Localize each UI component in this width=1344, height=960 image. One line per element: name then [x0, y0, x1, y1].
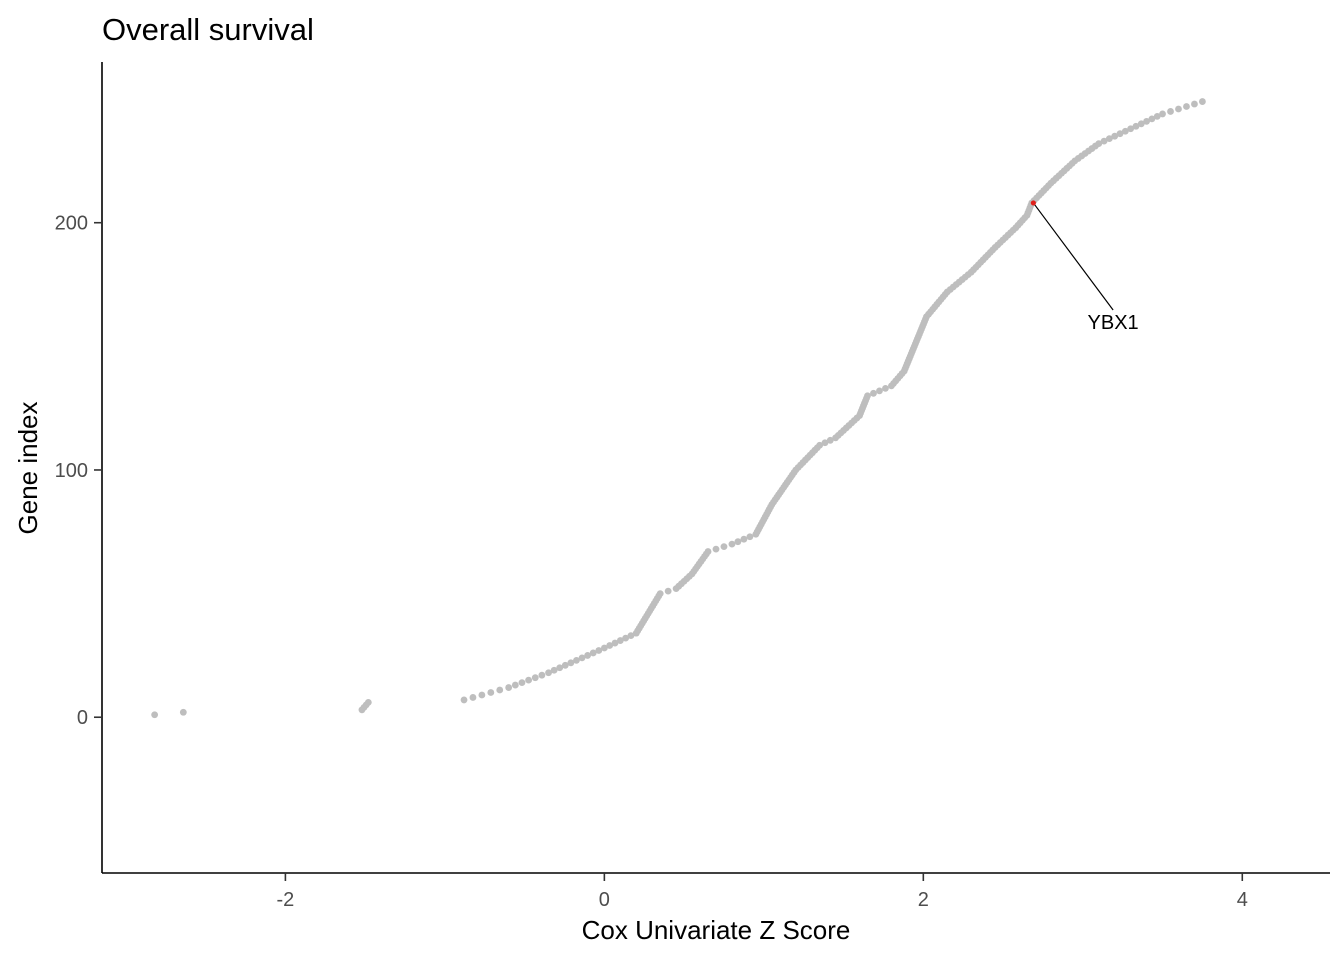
data-point [1143, 117, 1150, 125]
x-tick-label: 2 [918, 889, 929, 911]
data-point [556, 664, 564, 672]
data-point [728, 540, 736, 548]
data-point [561, 661, 569, 669]
data-point [1116, 130, 1124, 138]
data-point [531, 674, 539, 682]
data-point [567, 659, 575, 667]
data-point [1105, 135, 1113, 143]
data-point [573, 656, 580, 664]
data-point [627, 632, 635, 640]
data-point [1183, 103, 1190, 110]
data-point [600, 644, 608, 652]
data-point [712, 545, 720, 553]
data-point [864, 392, 871, 400]
data-point [616, 637, 624, 644]
x-ticks: -2 0 2 4 [277, 873, 1248, 911]
x-tick-label: -2 [277, 889, 295, 911]
data-point [584, 652, 592, 659]
data-point [1132, 122, 1140, 130]
data-point [656, 590, 664, 598]
data-point [870, 389, 877, 397]
data-point [1121, 127, 1129, 135]
y-ticks: 0 100 200 [55, 213, 102, 729]
y-tick-label: 0 [77, 707, 88, 729]
y-axis-title: Gene index [13, 402, 43, 535]
annotation-layer: YBX1 [1030, 200, 1139, 334]
data-point [578, 654, 586, 662]
data-point [179, 708, 187, 716]
data-point [1137, 120, 1145, 128]
points-layer [151, 98, 1206, 719]
data-point [1111, 132, 1119, 140]
data-point [496, 686, 504, 694]
data-point [704, 548, 712, 555]
data-point [511, 681, 519, 689]
annotation-label: YBX1 [1088, 312, 1139, 334]
data-point [611, 639, 619, 647]
data-point [720, 543, 728, 551]
data-point [882, 384, 889, 392]
data-point [1175, 105, 1182, 113]
x-tick-label: 4 [1237, 889, 1248, 911]
annotation-leader-line [1032, 202, 1114, 311]
data-point [1191, 100, 1198, 108]
data-point [469, 694, 477, 701]
data-point [816, 441, 824, 449]
data-point [876, 387, 883, 395]
data-point [1100, 137, 1108, 145]
data-point [151, 711, 159, 719]
data-point [821, 439, 829, 447]
data-point [734, 538, 742, 546]
data-point [478, 691, 486, 699]
data-point [1199, 98, 1206, 105]
data-point [664, 587, 672, 595]
data-point [525, 676, 533, 684]
x-axis-title: Cox Univariate Z Score [582, 915, 851, 945]
data-point [538, 671, 546, 679]
y-tick-label: 200 [55, 213, 88, 235]
data-point [622, 634, 630, 642]
data-point [606, 642, 614, 649]
data-point [1127, 125, 1135, 133]
chart-title: Overall survival [102, 12, 314, 47]
data-point [1167, 108, 1174, 115]
data-point [518, 679, 526, 687]
data-point [505, 684, 513, 691]
data-point [1148, 115, 1156, 123]
highlighted-point [1030, 200, 1036, 206]
data-point [746, 533, 754, 541]
data-point [1159, 110, 1166, 118]
x-tick-label: 0 [599, 889, 610, 911]
data-point [595, 647, 603, 654]
data-point [364, 698, 372, 706]
data-point [460, 696, 468, 704]
data-point [589, 649, 597, 657]
data-point [1153, 112, 1161, 120]
data-point [740, 535, 748, 543]
data-point [550, 666, 558, 674]
data-point [1095, 140, 1103, 147]
data-point [826, 436, 834, 444]
data-point [545, 669, 552, 677]
y-tick-label: 100 [55, 460, 88, 482]
data-point [487, 689, 495, 696]
